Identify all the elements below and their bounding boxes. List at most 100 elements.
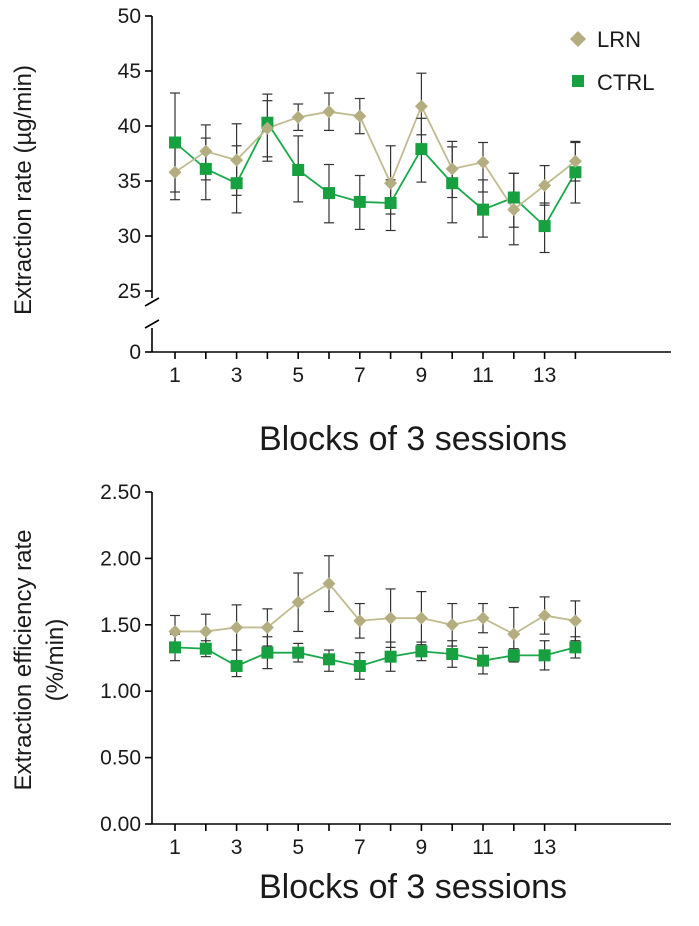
top-lrn-point [384, 176, 398, 190]
bottom-ctrl-point [507, 649, 520, 662]
top-lrn-point [230, 153, 244, 167]
top-ctrl-point [384, 197, 397, 209]
bottom-ctrl-point [538, 649, 551, 662]
bottom-ctrl-point [261, 646, 274, 659]
legend-ctrl-marker [572, 75, 584, 87]
bottom-lrn-point [260, 620, 274, 634]
top-ctrl-point [569, 166, 582, 179]
top-lrn-point [353, 109, 367, 123]
bottom-y-tick-label: 2.00 [100, 547, 141, 570]
bottom-x-tick-label: 3 [231, 836, 243, 859]
bottom-x-tick-label: 11 [472, 836, 494, 859]
bottom-ctrl-point [353, 659, 366, 672]
top-ctrl-point [353, 195, 366, 208]
top-x-tick-label: 11 [472, 364, 494, 387]
bottom-y-ticks: 0.00 0.50 1.00 1.50 2.00 2.50 [100, 481, 152, 836]
bottom-ctrl-point [169, 641, 181, 654]
top-lrn-point [322, 105, 336, 119]
top-ctrl-point [169, 136, 181, 149]
bottom-lrn-point [230, 620, 244, 634]
top-lrn-point [260, 121, 274, 135]
bottom-ctrl-point [446, 648, 459, 661]
top-x-tick-label: 13 [533, 364, 556, 387]
top-ctrl-point [446, 177, 459, 190]
top-x-tick-label: 7 [354, 364, 366, 387]
top-x-ticks: 1 3 5 7 9 11 13 [169, 352, 577, 387]
bottom-lrn-point [353, 614, 367, 628]
top-x-axis-title: Blocks of 3 sessions [259, 420, 567, 458]
bottom-y-tick-label: 0.50 [100, 747, 141, 770]
top-ctrl-point [477, 203, 489, 216]
bottom-ctrl-point [199, 642, 212, 655]
bottom-lrn-point [199, 624, 213, 638]
top-x-tick-label: 3 [231, 364, 243, 387]
top-y-tick-label: 45 [118, 60, 141, 83]
bottom-ctrl-point [477, 654, 489, 667]
top-lrn-point [414, 99, 428, 113]
bottom-lrn-point [322, 577, 336, 591]
legend: LRN CTRL [570, 27, 654, 95]
bottom-lrn-point [445, 618, 459, 632]
top-x-tick-label: 5 [292, 364, 304, 387]
bottom-ctrl-point [415, 645, 428, 658]
top-lrn-point [538, 178, 552, 192]
bottom-lrn-point [538, 609, 552, 623]
bottom-y-axis-title-line1: Extraction efficiency rate [10, 529, 37, 790]
top-y-tick-label: 25 [118, 280, 141, 303]
top-y-tick-label: 30 [118, 225, 141, 248]
bottom-y-tick-label: 1.50 [100, 614, 141, 637]
top-lrn-point [507, 203, 521, 217]
top-lrn-point [476, 155, 490, 169]
top-plot-area [168, 72, 582, 254]
legend-lrn-marker [570, 31, 586, 47]
bottom-x-tick-label: 9 [416, 836, 428, 859]
bottom-x-tick-label: 7 [354, 836, 366, 859]
bottom-y-tick-label: 1.00 [100, 680, 141, 703]
bottom-ctrl-point [323, 653, 335, 666]
top-ctrl-point [292, 164, 305, 176]
top-lrn-point [445, 162, 459, 176]
bottom-lrn-point [384, 611, 398, 625]
top-lrn-point [168, 165, 182, 179]
bottom-plot-area [168, 555, 582, 680]
bottom-ctrl-point [384, 650, 397, 663]
top-ctrl-point [199, 162, 212, 175]
bottom-y-tick-label: 0.00 [100, 813, 141, 836]
top-y-tick-label: 40 [118, 115, 141, 138]
top-y-tick-label: 50 [118, 5, 141, 28]
legend-lrn-label: LRN [597, 27, 641, 52]
bottom-ctrl-point [569, 641, 582, 654]
top-ctrl-point [323, 187, 335, 200]
top-lrn-point [199, 144, 213, 158]
top-lrn-point [291, 110, 305, 124]
top-y-axis-break-upper [144, 297, 160, 307]
bottom-ctrl-point [230, 659, 243, 672]
top-y-axis-break-lower [144, 319, 160, 329]
bottom-lrn-point [476, 611, 490, 625]
top-lrn-point [568, 154, 582, 168]
bottom-lrn-point [168, 624, 182, 638]
bottom-lrn-point [507, 627, 521, 641]
bottom-x-tick-label: 1 [169, 836, 181, 859]
bottom-y-axis-title-line2: (%/min) [42, 619, 69, 702]
bottom-y-tick-label: 2.50 [100, 481, 141, 504]
top-ctrl-point [507, 191, 520, 204]
bottom-lrn-point [568, 614, 582, 628]
top-y-ticks: 0 25 30 35 40 45 50 [118, 5, 152, 364]
top-y-tick-label: 0 [129, 341, 141, 364]
bottom-x-ticks: 1 3 5 7 9 11 13 [169, 824, 577, 859]
top-x-tick-label: 9 [416, 364, 428, 387]
top-ctrl-point [230, 177, 243, 190]
bottom-chart: Extraction efficiency rate (%/min) 0.000… [10, 481, 671, 906]
bottom-x-axis-title: Blocks of 3 sessions [259, 868, 567, 906]
bottom-lrn-point [291, 595, 305, 609]
bottom-lrn-point [414, 611, 428, 625]
top-x-tick-label: 1 [169, 364, 181, 387]
top-ctrl-point [415, 143, 428, 156]
bottom-ctrl-point [292, 646, 305, 659]
top-y-axis-title: Extraction rate (µg/min) [10, 65, 37, 315]
legend-ctrl-label: CTRL [597, 70, 654, 95]
top-ctrl-point [538, 220, 551, 233]
